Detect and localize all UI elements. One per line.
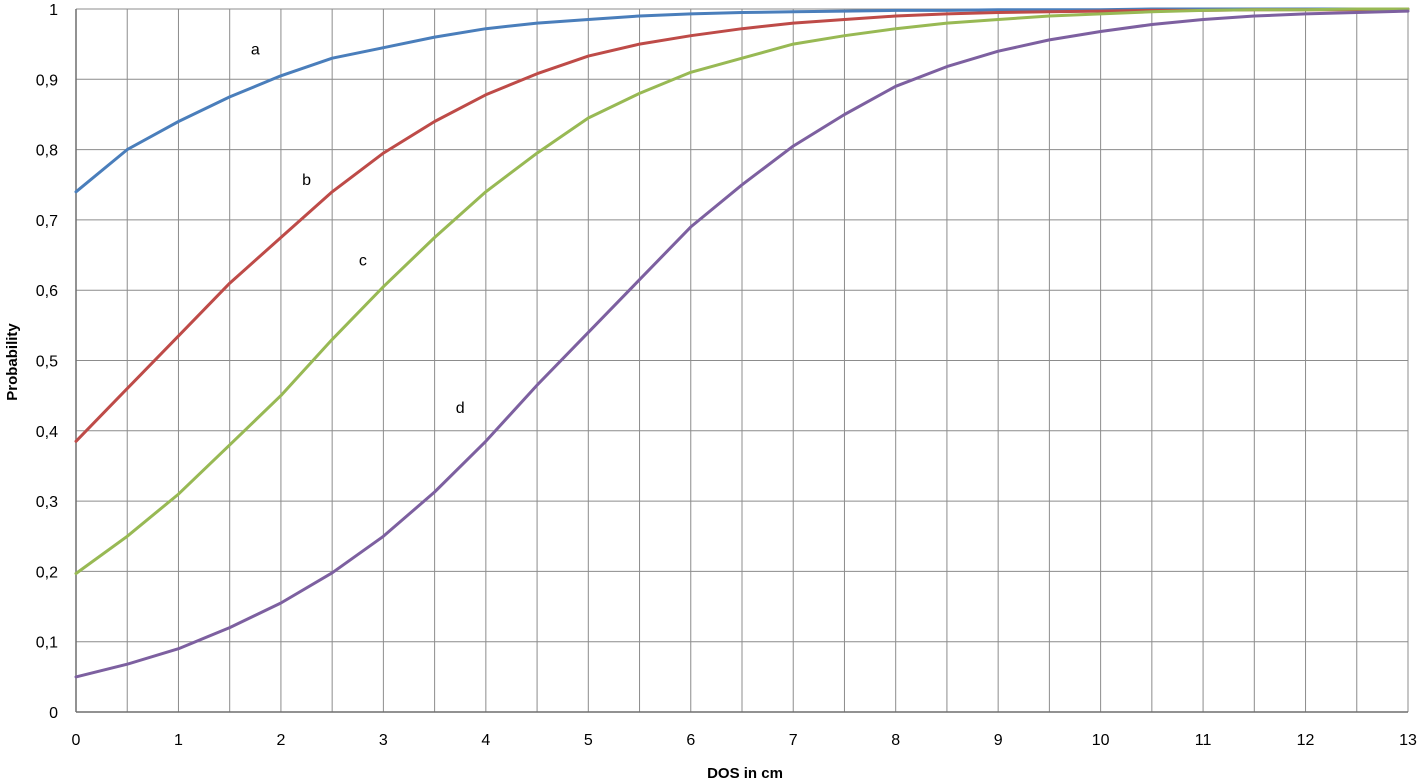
y-tick-label: 0,7 <box>36 213 58 230</box>
curve-label-b: b <box>302 172 311 189</box>
y-tick-label: 0,1 <box>36 635 58 652</box>
x-tick-label: 2 <box>276 732 285 749</box>
y-tick-label: 0,8 <box>36 143 58 160</box>
y-tick-label: 0,5 <box>36 354 58 371</box>
y-tick-label: 1 <box>49 2 58 19</box>
y-axis-title: Probability <box>4 323 21 401</box>
series-line-d <box>74 9 1410 679</box>
x-tick-label: 8 <box>891 732 900 749</box>
curve-label-c: c <box>359 253 367 270</box>
x-tick-label: 11 <box>1195 732 1212 749</box>
y-tick-label: 0,9 <box>36 72 58 89</box>
y-tick-label: 0 <box>49 705 58 722</box>
x-axis-ticks: 0 1 2 3 4 5 6 7 8 9 10 11 12 13 <box>72 732 1417 749</box>
y-tick-label: 0,6 <box>36 283 58 300</box>
x-tick-label: 9 <box>994 732 1003 749</box>
y-tick-label: 0,3 <box>36 494 58 511</box>
x-tick-label: 6 <box>686 732 695 749</box>
x-axis-title: DOS in cm <box>707 765 783 782</box>
curve-label-a: a <box>251 42 260 59</box>
x-tick-label: 3 <box>379 732 388 749</box>
y-axis-ticks: 0 0,1 0,2 0,3 0,4 0,5 0,6 0,7 0,8 0,9 1 <box>36 2 58 722</box>
x-tick-label: 10 <box>1092 732 1110 749</box>
x-tick-label: 5 <box>584 732 593 749</box>
x-tick-label: 0 <box>72 732 81 749</box>
y-tick-label: 0,4 <box>36 424 58 441</box>
curve-labels: a b c d <box>251 42 465 418</box>
x-tick-label: 7 <box>789 732 798 749</box>
curve-label-d: d <box>456 400 465 417</box>
x-tick-label: 13 <box>1399 732 1417 749</box>
series-lines <box>74 7 1410 679</box>
y-tick-label: 0,2 <box>36 564 58 581</box>
x-tick-label: 12 <box>1297 732 1315 749</box>
series-line-c <box>74 7 1410 575</box>
x-tick-label: 4 <box>481 732 490 749</box>
x-tick-label: 1 <box>174 732 183 749</box>
